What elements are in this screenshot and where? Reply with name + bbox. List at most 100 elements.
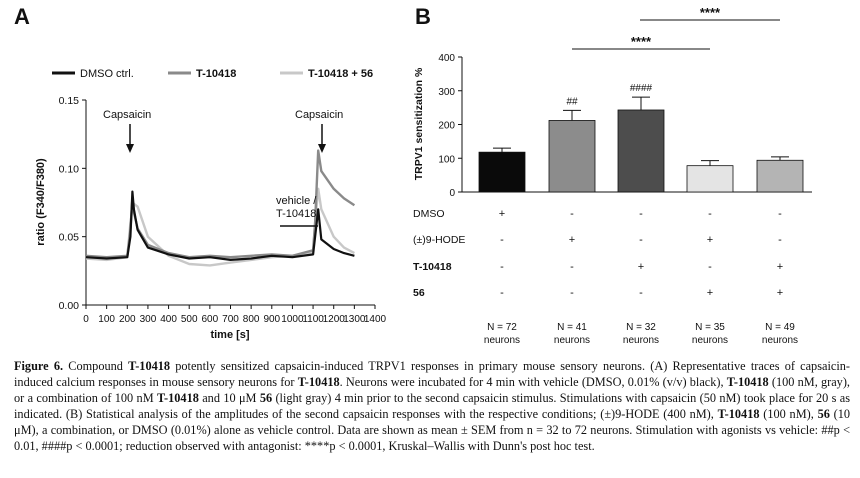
panel-a-line-chart: DMSO ctrl. T-10418 T-10418 + 56 0.00 0.05… bbox=[35, 68, 387, 341]
figure-caption: Figure 6. Compound T-10418 potently sens… bbox=[14, 358, 850, 454]
a-x-tick-label: 0 bbox=[83, 314, 89, 325]
caption-text-3: . Neurons were incubated for 4 min with … bbox=[339, 375, 727, 389]
a-x-tick-label: 900 bbox=[263, 314, 280, 325]
b-row-cell: - bbox=[639, 287, 643, 299]
b-row-cell: - bbox=[639, 208, 643, 220]
caption-bold-7: 56 bbox=[817, 407, 830, 421]
caption-text-4: (100 nM, gray), or a combination of 100 … bbox=[14, 375, 851, 405]
b-row-cell: - bbox=[778, 234, 782, 246]
b-condition-table: DMSO + - - - - (±)9-HODE - + - + - T-10418 - - + - +56 - - -… bbox=[413, 208, 783, 299]
b-row-label: T-10418 bbox=[413, 261, 452, 273]
capsaicin-arrowhead-1 bbox=[126, 144, 134, 153]
hash-label-2: ## bbox=[566, 96, 578, 107]
b-row-label: 56 bbox=[413, 287, 425, 299]
b-row-cell: + bbox=[569, 234, 575, 246]
b-n-unit: neurons bbox=[484, 335, 520, 346]
b-row-label: (±)9-HODE bbox=[413, 234, 465, 246]
treatment-label-line1: vehicle / bbox=[276, 195, 317, 207]
caption-bold-3: T-10418 bbox=[726, 375, 769, 389]
caption-text-2: potently sensitized capsaicin-induced TR… bbox=[14, 359, 850, 389]
a-x-ticks: 0 100 200 300 400 500 600 700 800 900 100011001200… bbox=[83, 305, 387, 325]
b-row-cell: - bbox=[500, 287, 504, 299]
capsaicin-label-2: Capsaicin bbox=[295, 109, 343, 121]
b-y-tick-label: 400 bbox=[438, 53, 455, 64]
b-n-unit: neurons bbox=[762, 335, 798, 346]
b-n-unit: neurons bbox=[692, 335, 728, 346]
legend-label-t10418-56: T-10418 + 56 bbox=[308, 68, 373, 80]
b-bar-3 bbox=[617, 109, 665, 193]
b-y-axis-title: TRPV1 sensitization % bbox=[413, 67, 425, 180]
a-x-tick-label: 400 bbox=[160, 314, 177, 325]
a-y-ticks: 0.00 0.05 0.10 0.15 bbox=[59, 95, 86, 312]
a-x-tick-label: 600 bbox=[202, 314, 219, 325]
a-y-tick-label: 0.15 bbox=[59, 95, 80, 107]
b-n-value: N = 41 bbox=[557, 322, 587, 333]
caption-bold-1: T-10418 bbox=[128, 359, 171, 373]
treatment-label-line2: T-10418 bbox=[276, 208, 316, 220]
a-x-tick-label: 1300 bbox=[343, 314, 366, 325]
b-row-cell: - bbox=[570, 261, 574, 273]
b-n-value: N = 72 bbox=[487, 322, 517, 333]
a-x-tick-label: 300 bbox=[140, 314, 157, 325]
b-row-cell: + bbox=[499, 208, 505, 220]
caption-text-7: (100 nM), bbox=[759, 407, 818, 421]
sig-label-top: **** bbox=[700, 5, 721, 20]
a-x-tick-label: 1200 bbox=[323, 314, 346, 325]
b-y-tick-label: 200 bbox=[438, 121, 455, 132]
b-row-cell: - bbox=[708, 208, 712, 220]
caption-text-8: (10 μM), a combination, or DMSO (0.01%) … bbox=[14, 407, 851, 453]
b-bar-1 bbox=[478, 151, 526, 193]
caption-bold-2: T-10418 bbox=[297, 375, 340, 389]
b-y-tick-label: 300 bbox=[438, 87, 455, 98]
b-n-value: N = 49 bbox=[765, 322, 795, 333]
a-x-tick-label: 800 bbox=[243, 314, 260, 325]
b-y-ticks: 0 100 200 300 400 bbox=[438, 53, 462, 199]
figure-canvas: DMSO ctrl. T-10418 T-10418 + 56 0.00 0.05… bbox=[35, 5, 812, 346]
capsaicin-label-1: Capsaicin bbox=[103, 109, 151, 121]
caption-text-1: Compound bbox=[63, 359, 129, 373]
capsaicin-arrowhead-2 bbox=[318, 144, 326, 153]
a-x-tick-label: 1100 bbox=[302, 314, 324, 325]
a-x-axis-title: time [s] bbox=[210, 329, 249, 341]
b-n-unit: neurons bbox=[554, 335, 590, 346]
b-row-cell: - bbox=[778, 208, 782, 220]
b-row-cell: + bbox=[707, 287, 713, 299]
a-x-tick-label: 200 bbox=[119, 314, 136, 325]
a-x-tick-label: 100 bbox=[98, 314, 115, 325]
caption-bold-4: T-10418 bbox=[156, 391, 199, 405]
b-row-cell: - bbox=[639, 234, 643, 246]
a-series-line-1 bbox=[85, 190, 355, 261]
b-bar-4 bbox=[686, 165, 734, 193]
caption-bold-5: 56 bbox=[259, 391, 273, 405]
b-n-value: N = 35 bbox=[695, 322, 725, 333]
a-x-tick-label: 1400 bbox=[364, 314, 387, 325]
panel-b-label: B bbox=[415, 4, 431, 29]
b-row-cell: + bbox=[638, 261, 644, 273]
caption-text-6: (light gray) 4 min prior to the second c… bbox=[14, 391, 850, 421]
a-x-tick-label: 500 bbox=[181, 314, 198, 325]
b-y-tick-label: 0 bbox=[449, 188, 455, 199]
a-y-tick-label: 0.10 bbox=[59, 163, 80, 175]
b-row-label: DMSO bbox=[413, 208, 445, 220]
legend-label-dmso: DMSO ctrl. bbox=[80, 68, 134, 80]
b-bars: ###### bbox=[478, 83, 804, 193]
b-y-tick-label: 100 bbox=[438, 154, 455, 165]
panel-a-label: A bbox=[14, 4, 30, 29]
a-y-tick-label: 0.00 bbox=[59, 300, 80, 312]
a-y-axis-title: ratio (F340/F380) bbox=[35, 158, 47, 246]
b-row-cell: + bbox=[707, 234, 713, 246]
caption-lead: Figure 6. bbox=[14, 359, 64, 373]
a-y-tick-label: 0.05 bbox=[59, 232, 80, 244]
b-row-cell: - bbox=[500, 261, 504, 273]
caption-text-5: and 10 μM bbox=[198, 391, 260, 405]
a-series bbox=[85, 149, 356, 267]
a-x-tick-label: 1000 bbox=[281, 314, 304, 325]
b-row-cell: - bbox=[500, 234, 504, 246]
a-x-tick-label: 700 bbox=[222, 314, 239, 325]
caption-bold-6: T-10418 bbox=[717, 407, 760, 421]
b-row-cell: - bbox=[570, 287, 574, 299]
hash-label-4: #### bbox=[630, 83, 653, 94]
b-row-cell: - bbox=[708, 261, 712, 273]
b-bar-5 bbox=[756, 159, 804, 193]
